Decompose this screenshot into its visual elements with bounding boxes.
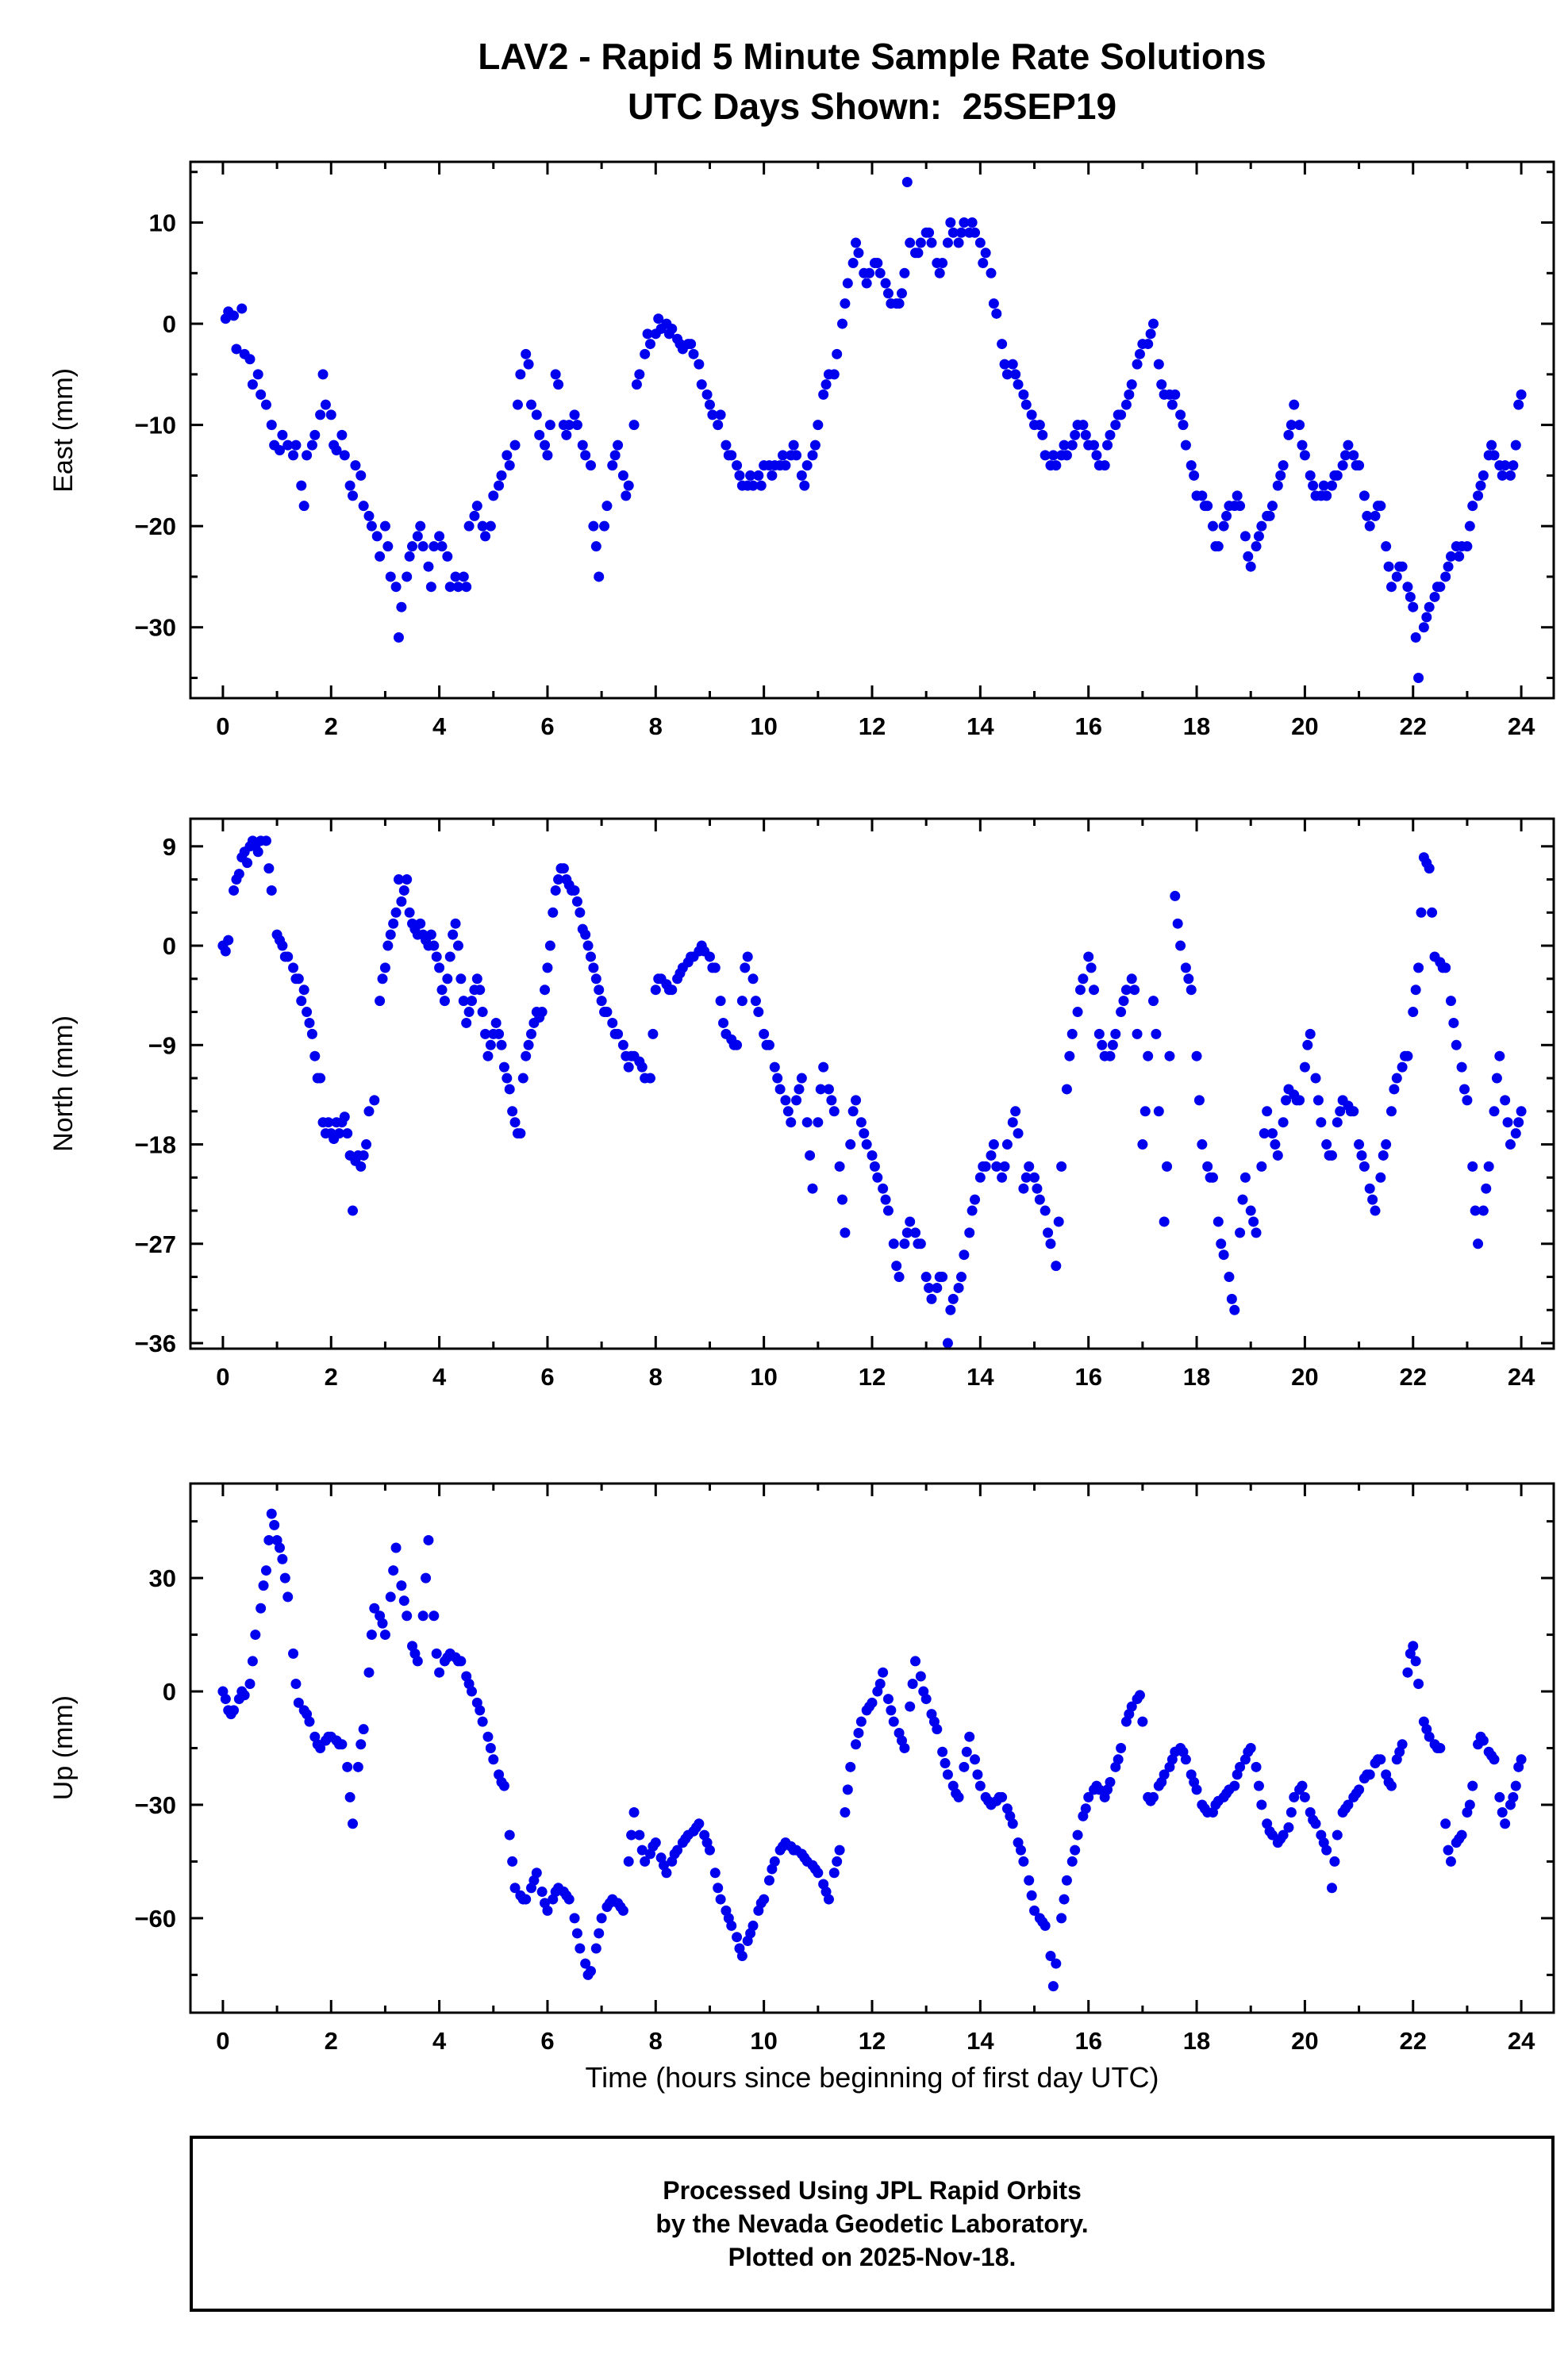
svg-text:2: 2 (325, 2027, 338, 2055)
svg-text:−20: −20 (134, 512, 176, 540)
svg-text:14: 14 (967, 1363, 994, 1391)
svg-text:−9: −9 (148, 1031, 176, 1059)
svg-text:0: 0 (163, 932, 176, 960)
svg-text:9: 9 (163, 833, 176, 861)
svg-text:2: 2 (325, 712, 338, 740)
svg-text:−36: −36 (134, 1330, 176, 1357)
north-y-axis-label-text: North (mm) (48, 1015, 79, 1152)
svg-text:18: 18 (1183, 712, 1210, 740)
svg-text:0: 0 (163, 310, 176, 338)
svg-text:10: 10 (750, 712, 777, 740)
svg-text:−10: −10 (134, 412, 176, 440)
svg-text:−27: −27 (134, 1230, 176, 1258)
svg-text:20: 20 (1291, 712, 1318, 740)
svg-text:12: 12 (859, 2027, 886, 2055)
svg-text:18: 18 (1183, 1363, 1210, 1391)
up-y-axis-label: Up (mm) (38, 1484, 89, 2013)
svg-text:18: 18 (1183, 2027, 1210, 2055)
svg-text:0: 0 (216, 2027, 229, 2055)
svg-text:12: 12 (859, 712, 886, 740)
svg-text:−60: −60 (134, 1905, 176, 1933)
svg-text:−30: −30 (134, 614, 176, 642)
svg-text:14: 14 (967, 2027, 994, 2055)
plot-subtitle: UTC Days Shown: 25SEP19 (627, 86, 1117, 128)
svg-text:4: 4 (432, 1363, 447, 1391)
svg-text:30: 30 (149, 1564, 176, 1592)
up-y-axis-label-text: Up (mm) (48, 1695, 79, 1801)
svg-text:16: 16 (1074, 712, 1101, 740)
svg-text:4: 4 (432, 2027, 447, 2055)
svg-text:6: 6 (540, 2027, 554, 2055)
svg-text:10: 10 (750, 2027, 777, 2055)
east-y-axis-label: East (mm) (38, 162, 89, 698)
svg-text:0: 0 (216, 712, 229, 740)
svg-text:12: 12 (859, 1363, 886, 1391)
svg-text:14: 14 (967, 712, 994, 740)
svg-text:24: 24 (1508, 2027, 1535, 2055)
svg-text:24: 24 (1508, 1363, 1535, 1391)
footer-box: Processed Using JPL Rapid Orbits by the … (190, 2136, 1555, 2312)
x-axis-label: Time (hours since beginning of first day… (585, 2061, 1159, 2094)
svg-text:2: 2 (325, 1363, 338, 1391)
svg-text:10: 10 (750, 1363, 777, 1391)
svg-text:16: 16 (1074, 1363, 1101, 1391)
svg-text:22: 22 (1400, 712, 1427, 740)
svg-text:8: 8 (649, 2027, 663, 2055)
svg-text:10: 10 (149, 209, 176, 237)
footer-line-3: Plotted on 2025-Nov-18. (728, 2243, 1017, 2272)
plot-title-block: LAV2 - Rapid 5 Minute Sample Rate Soluti… (190, 32, 1554, 132)
plot-title: LAV2 - Rapid 5 Minute Sample Rate Soluti… (478, 36, 1266, 77)
svg-text:16: 16 (1074, 2027, 1101, 2055)
up-plot-area: 0 2 4 6 8 10 12 14 16 18 20 22 24 30 0 −30 −60 (134, 1482, 1555, 2055)
north-plot-area: 0 2 4 6 8 10 12 14 16 18 20 22 24 9 0 −9 −18 −27 −36 (134, 817, 1555, 1391)
east-y-axis-label-text: East (mm) (48, 367, 79, 493)
svg-text:−18: −18 (134, 1131, 176, 1159)
svg-text:22: 22 (1400, 1363, 1427, 1391)
svg-text:6: 6 (540, 712, 554, 740)
north-y-axis-label: North (mm) (38, 819, 89, 1349)
svg-text:6: 6 (540, 1363, 554, 1391)
east-plot-area: 0 2 4 6 8 10 12 14 16 18 20 22 24 10 0 −10 −20 −30 (134, 160, 1555, 740)
svg-text:24: 24 (1508, 712, 1535, 740)
svg-text:0: 0 (216, 1363, 229, 1391)
svg-text:20: 20 (1291, 2027, 1318, 2055)
svg-text:8: 8 (649, 712, 663, 740)
svg-text:8: 8 (649, 1363, 663, 1391)
svg-text:4: 4 (432, 712, 447, 740)
footer-line-1: Processed Using JPL Rapid Orbits (663, 2175, 1082, 2205)
svg-text:0: 0 (163, 1678, 176, 1706)
svg-text:22: 22 (1400, 2027, 1427, 2055)
footer-line-2: by the Nevada Geodetic Laboratory. (655, 2209, 1089, 2238)
svg-text:−30: −30 (134, 1791, 176, 1819)
svg-text:20: 20 (1291, 1363, 1318, 1391)
